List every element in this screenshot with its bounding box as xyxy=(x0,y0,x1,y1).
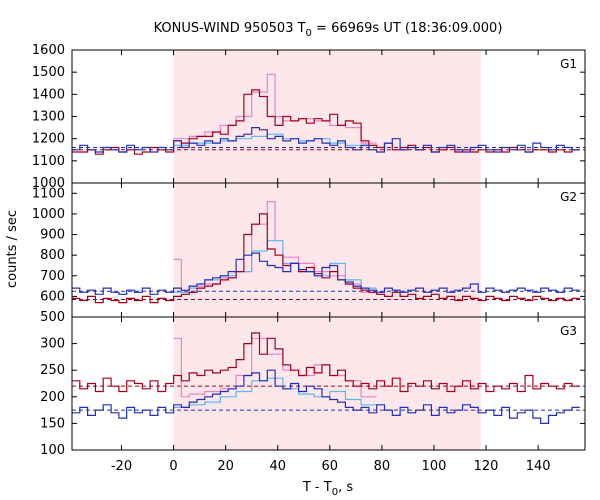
chart-title-tail: = 66969s UT (18:36:09.000) xyxy=(312,21,502,36)
series-dark-red-G3 xyxy=(72,332,580,393)
y-tick-label-G2-2: 700 xyxy=(40,269,65,284)
y-tick-label-G1-1: 1100 xyxy=(32,154,65,169)
chart-title-subscript: 0 xyxy=(306,28,312,39)
series-dark-red-G2 xyxy=(72,213,580,304)
y-tick-label-G2-0: 500 xyxy=(40,310,65,325)
y-tick-label-G2-1: 600 xyxy=(40,289,65,304)
panel-label-G1: G1 xyxy=(560,57,577,71)
y-tick-label-G3-3: 250 xyxy=(40,363,65,378)
series-group-G2 xyxy=(72,201,585,304)
series-pink-G2 xyxy=(173,201,377,293)
shaded-interval-G3 xyxy=(173,317,481,450)
x-tick-label-2: 20 xyxy=(217,459,234,474)
shaded-interval-G1 xyxy=(173,50,481,183)
x-axis-label-main: T - T xyxy=(302,480,332,495)
panel-label-G3: G3 xyxy=(560,324,577,338)
y-tick-label-G2-3: 800 xyxy=(40,248,65,263)
y-tick-label-G3-0: 100 xyxy=(40,443,65,458)
x-axis-label: T - T0, s xyxy=(302,480,353,498)
series-group-G3 xyxy=(72,332,585,424)
panel-label-G2: G2 xyxy=(560,190,577,204)
x-tick-label-4: 60 xyxy=(322,459,339,474)
x-tick-label-1: 0 xyxy=(169,459,177,474)
x-tick-label-8: 140 xyxy=(526,459,551,474)
chart-title: KONUS-WIND 950503 T0 = 66969s UT (18:36:… xyxy=(154,21,503,39)
y-tick-label-G1-3: 1300 xyxy=(32,110,65,125)
y-tick-label-G1-6: 1600 xyxy=(32,43,65,58)
panels-group: 1000110012001300140015001600G15006007008… xyxy=(32,43,586,474)
panel-G3: 100 150 200 250 300 G3 xyxy=(40,316,586,458)
x-tick-label-6: 100 xyxy=(422,459,447,474)
y-axis-label: counts / sec xyxy=(5,210,20,288)
panel-G1: 1000 1100 1200 1300 1400 1500 1600 G1 xyxy=(32,43,586,191)
series-group-G1 xyxy=(72,73,585,155)
x-tick-label-5: 80 xyxy=(374,459,391,474)
shaded-interval-G2 xyxy=(173,183,481,317)
y-tick-label-G1-5: 1500 xyxy=(32,65,65,80)
series-blue-G1 xyxy=(72,127,580,153)
y-tick-label-G2-6: 1100 xyxy=(32,186,65,201)
x-axis-label-tail: , s xyxy=(338,480,353,495)
panel-G2: 500 600 700 800 900 1000 1100 G2 xyxy=(32,182,586,325)
x-axis-label-subscript: 0 xyxy=(332,487,338,498)
x-tick-label-7: 120 xyxy=(474,459,499,474)
y-tick-label-G1-2: 1200 xyxy=(32,132,65,147)
y-tick-label-G2-4: 900 xyxy=(40,228,65,243)
x-tick-label-3: 40 xyxy=(269,459,286,474)
series-blue-G2 xyxy=(72,252,580,295)
chart-title-main: KONUS-WIND 950503 T xyxy=(154,21,306,36)
x-tick-label-0: -20 xyxy=(111,459,132,474)
y-tick-label-G3-4: 300 xyxy=(40,337,65,352)
y-tick-label-G2-5: 1000 xyxy=(32,207,65,222)
panel-frame-G3 xyxy=(71,316,586,451)
series-blue-G3 xyxy=(72,369,580,424)
y-tick-label-G3-1: 150 xyxy=(40,416,65,431)
y-tick-label-G3-2: 200 xyxy=(40,390,65,405)
y-tick-label-G1-4: 1400 xyxy=(32,87,65,102)
y-tick-label-G1-0: 1000 xyxy=(32,176,65,191)
